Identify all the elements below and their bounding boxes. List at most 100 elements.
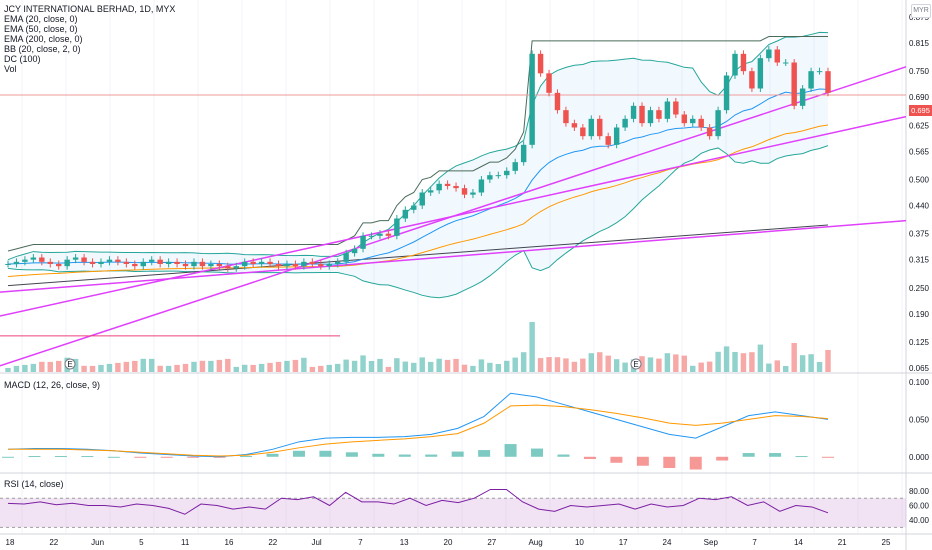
volume-bar <box>275 361 282 372</box>
candle-body <box>698 118 704 128</box>
candle-body <box>732 53 738 76</box>
macd-histogram-bar <box>2 456 14 458</box>
legend-ema20[interactable]: EMA (20, close, 0) <box>4 14 78 24</box>
price-tick-label: 0.500 <box>909 176 930 185</box>
candle-body <box>478 179 485 193</box>
legend-ema50[interactable]: EMA (50, close, 0) <box>4 24 78 34</box>
candle-body <box>191 261 197 267</box>
candle-body <box>5 264 11 265</box>
volume-bar <box>377 358 383 372</box>
date-tick-label: 18 <box>6 538 15 547</box>
rsi-legend[interactable]: RSI (14, close) <box>4 479 64 489</box>
volume-bar <box>419 357 425 372</box>
macd-histogram-bar <box>504 444 517 457</box>
volume-bar <box>495 364 502 372</box>
price-tick-label: 0.690 <box>909 93 930 102</box>
candle-body <box>563 110 569 124</box>
macd-histogram-bar <box>689 456 702 470</box>
candle-body <box>81 257 87 262</box>
volume-bar <box>258 363 265 372</box>
volume-bar <box>639 356 645 372</box>
date-tick-label: Aug <box>528 538 542 547</box>
macd-histogram-bar <box>134 456 147 458</box>
candle-body <box>208 264 214 267</box>
date-tick-label: Jun <box>91 538 104 547</box>
legend-bb[interactable]: BB (20, close, 2, 0) <box>4 44 81 54</box>
candle-body <box>216 264 223 267</box>
currency-button[interactable]: MYR <box>911 4 931 18</box>
candle-body <box>639 105 645 124</box>
candle-body <box>394 218 400 236</box>
volume-bar <box>250 364 256 372</box>
candle-body <box>766 49 772 59</box>
candle-body <box>22 259 28 262</box>
price-tick-label: 0.815 <box>909 39 930 48</box>
candle-body <box>47 261 53 264</box>
volume-bar <box>191 361 197 372</box>
candle-body <box>148 259 155 262</box>
macd-histogram-bar <box>372 453 385 457</box>
candle-body <box>774 49 780 63</box>
candle-body <box>673 101 679 115</box>
volume-bar <box>470 365 476 372</box>
earnings-marker-label: E <box>67 360 72 369</box>
legend-vol[interactable]: Vol <box>4 64 17 74</box>
volume-bar <box>385 366 392 372</box>
candle-body <box>72 257 79 260</box>
candle-body <box>292 264 299 267</box>
legend-dc[interactable]: DC (100) <box>4 54 41 64</box>
volume-bar <box>182 363 189 372</box>
volume-bar <box>546 357 552 372</box>
price-tick-label: 0.440 <box>909 202 930 211</box>
volume-bar <box>402 361 409 372</box>
volume-bar <box>673 354 679 372</box>
volume-bar <box>30 363 37 372</box>
macd-histogram-bar <box>769 453 782 457</box>
candle-body <box>106 259 113 262</box>
candle-body <box>233 266 239 269</box>
volume-bar <box>453 358 459 372</box>
legend-ema200[interactable]: EMA (200, close, 0) <box>4 34 83 44</box>
volume-bar <box>225 358 231 372</box>
candle-body <box>664 101 671 119</box>
candle-body <box>343 253 349 262</box>
symbol-title: JCY INTERNATIONAL BERHAD, 1D, MYX <box>4 4 176 14</box>
candle-body <box>284 264 290 267</box>
volume-bar <box>174 364 180 372</box>
volume-bar <box>318 365 324 372</box>
date-tick-label: 17 <box>619 538 628 547</box>
macd-histogram-bar <box>425 454 438 457</box>
candle-body <box>309 261 316 264</box>
volume-bar <box>766 363 772 372</box>
macd-legend[interactable]: MACD (12, 26, close, 9) <box>4 380 101 390</box>
macd-histogram-bar <box>398 454 411 457</box>
candle-body <box>529 53 535 145</box>
candle-body <box>554 92 561 111</box>
volume-bar <box>825 350 831 372</box>
candle-body <box>580 127 586 137</box>
candle-body <box>546 73 552 93</box>
volume-bar <box>647 357 654 372</box>
volume-bar <box>597 352 603 372</box>
price-tick-label: 0.750 <box>909 67 930 76</box>
candle-body <box>140 261 146 267</box>
date-tick-label: 25 <box>882 538 891 547</box>
volume-bar <box>706 361 713 372</box>
volume-bar <box>698 362 704 372</box>
volume-bar <box>360 355 366 372</box>
rsi-band <box>0 498 906 528</box>
candle-body <box>334 261 341 264</box>
signal-line <box>8 404 829 457</box>
price-tick-label: 0.315 <box>909 256 930 265</box>
volume-bar <box>580 358 586 372</box>
candle-body <box>13 261 20 264</box>
volume-bar <box>115 362 121 372</box>
price-tick-label: 0.125 <box>909 338 930 347</box>
price-tick-label: 0.065 <box>909 364 930 373</box>
candle-body <box>385 233 392 236</box>
candle-body <box>411 205 417 210</box>
volume-bar <box>791 343 797 372</box>
volume-bar <box>5 368 11 372</box>
macd-histogram-bar <box>160 456 173 458</box>
